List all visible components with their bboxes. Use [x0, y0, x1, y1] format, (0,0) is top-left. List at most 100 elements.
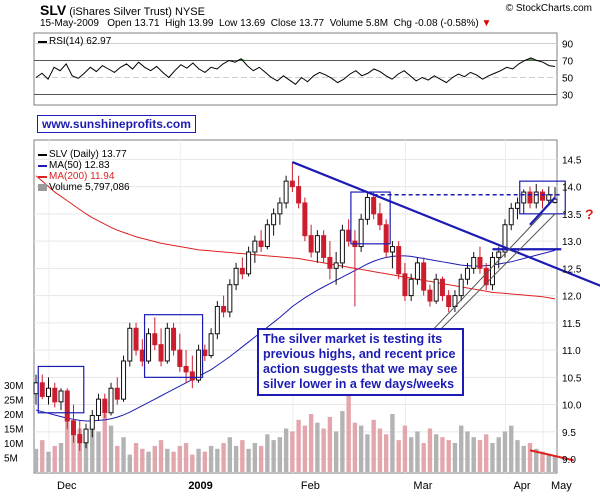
volume-bar — [446, 440, 451, 472]
candle-body — [233, 267, 239, 286]
volume-bar — [246, 448, 251, 472]
ticker-symbol: SLV — [40, 2, 67, 18]
volume-bar — [552, 455, 558, 472]
candle-body — [421, 262, 427, 291]
candle-body — [333, 262, 339, 269]
volume-bar — [346, 387, 351, 472]
volume-tick-label: 30M — [4, 381, 23, 392]
volume-bar — [290, 431, 295, 472]
price-tick-label: 11.5 — [562, 319, 581, 330]
rsi-swatch — [38, 40, 47, 43]
candle-body — [121, 360, 127, 400]
candle-body — [46, 387, 52, 397]
candle-body — [183, 365, 189, 373]
candle-body — [546, 194, 552, 201]
candle-body — [102, 398, 108, 414]
volume-bar — [509, 425, 514, 472]
candle-body — [446, 295, 452, 308]
volume-tick-label: 10M — [4, 439, 23, 450]
volume-bar — [308, 414, 314, 472]
candle-body — [58, 390, 64, 403]
candle-body — [521, 191, 527, 204]
volume-bar — [321, 428, 326, 472]
highlight-box — [143, 314, 204, 378]
volume-bar — [371, 419, 376, 472]
volume-bar — [296, 419, 301, 472]
rsi-panel — [33, 32, 558, 106]
legend-volume: Volume 5,797,086 — [38, 182, 130, 193]
candle-body — [496, 251, 502, 258]
candle-body — [196, 349, 202, 381]
axis-labels: 9.0 9.5 10.0 10.5 11.0 11.5 12.0 12.5 13.0 13.5 14… — [4, 40, 582, 493]
volume-bar — [196, 448, 201, 472]
price-legend: SLV (Daily) 13.77 MA(50) 12.83 MA(200) 1… — [38, 149, 130, 193]
note-pointer-line — [429, 213, 543, 334]
copyright-link[interactable]: © StockCharts.com — [505, 3, 592, 14]
candle-body — [408, 278, 414, 297]
candlesticks — [33, 162, 558, 451]
x-tick-label: Dec — [57, 480, 77, 492]
price-tick-label: 9.0 — [562, 455, 576, 466]
candle-body — [533, 191, 539, 204]
candle-body — [239, 267, 245, 275]
volume-bar — [283, 428, 289, 472]
website-label[interactable]: www.sunshineprofits.com — [37, 115, 196, 133]
candle-body — [321, 235, 327, 258]
candle-body — [439, 278, 445, 297]
volume-bar — [521, 445, 526, 472]
candle-body — [489, 256, 495, 286]
change-down-icon: ▼ — [481, 18, 492, 29]
volume-bar — [352, 422, 358, 472]
exchange-label: NYSE — [175, 6, 205, 18]
volume-bar — [146, 451, 151, 472]
volume-bar — [484, 434, 489, 472]
candle-body — [296, 186, 302, 204]
candle-body — [302, 202, 308, 237]
candle-body — [283, 180, 289, 204]
annotation-line-4: silver lower in a few days/weeks — [263, 377, 455, 391]
volume-bar — [208, 445, 214, 472]
question-mark: ? — [585, 206, 594, 222]
highlight-box — [350, 191, 391, 245]
rsi-label: RSI(14) 62.97 — [49, 36, 112, 47]
candle-body — [39, 382, 45, 397]
candle-body — [508, 207, 514, 226]
candle-body — [139, 349, 145, 362]
volume-bar — [46, 451, 51, 472]
volume-bar — [240, 440, 245, 472]
candle-body — [202, 349, 208, 357]
legend-price: SLV (Daily) 13.77 — [38, 149, 130, 160]
price-tick-label: 13.5 — [562, 210, 582, 221]
ma200-swatch — [38, 175, 47, 178]
candle-body — [483, 267, 489, 286]
volume-tick-label: 20M — [4, 410, 23, 421]
x-tick-label: Mar — [413, 480, 432, 492]
volume-bar — [477, 440, 483, 472]
legend-ma200-label: MA(200) 11.94 — [49, 171, 115, 182]
annotation-line-1: The silver market is testing its — [263, 332, 443, 346]
volume-bar — [327, 416, 333, 472]
candle-body — [208, 333, 214, 357]
candle-body — [133, 327, 139, 351]
security-name: (iShares Silver Trust) — [69, 6, 172, 18]
candle-body — [258, 240, 264, 248]
volume-bar — [459, 425, 464, 472]
candle-body — [89, 415, 95, 430]
candle-body — [227, 284, 233, 313]
price-panel — [33, 139, 558, 474]
candle-body — [327, 256, 333, 269]
volume-bar — [502, 431, 508, 472]
candle-body — [371, 197, 377, 215]
volume-bar — [133, 443, 139, 472]
candle-body — [414, 262, 420, 280]
candle-body — [308, 235, 314, 253]
candle-body — [177, 349, 183, 367]
annotation-note: The silver market is testing its previou… — [257, 328, 464, 396]
volume-bar — [108, 425, 114, 472]
candle-body — [152, 333, 158, 346]
volume-bar — [58, 443, 64, 472]
ma50-line — [35, 249, 556, 422]
volume-bar — [515, 440, 520, 472]
chart-annotations — [37, 161, 600, 462]
volume-bar — [127, 454, 132, 472]
